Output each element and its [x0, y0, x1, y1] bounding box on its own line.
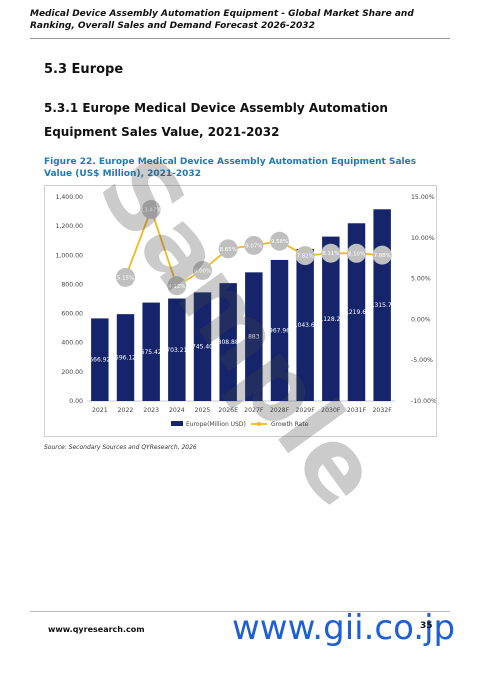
bar-europe [91, 318, 109, 401]
growth-rate-marker [116, 267, 135, 287]
x-tick-label: 2028F [270, 407, 290, 414]
sales-value-chart: 0.00 200.00 400.00 600.00 800.00 1,000.00 1,20… [55, 194, 436, 428]
x-tick-label: 2031F [347, 407, 367, 414]
bar-value-label: 1,219.64 [343, 309, 370, 316]
bar-europe [142, 302, 160, 401]
y-left-tick-label: 800.00 [61, 281, 83, 288]
x-tick-label: 2023 [143, 407, 159, 414]
bar-value-label: 1,128.25 [317, 316, 344, 323]
footer-divider [30, 611, 450, 612]
growth-rate-marker [167, 276, 187, 296]
y-left-tick-label: 1,400.00 [55, 194, 83, 201]
report-header-title: Medical Device Assembly Automation Equip… [30, 9, 414, 31]
growth-rate-label: 5.15% [117, 275, 134, 281]
figure-source: Source: Secondary Sources and QYResearch… [44, 444, 197, 451]
growth-rate-label: 4.12% [168, 284, 185, 290]
bar-europe [219, 283, 237, 401]
legend-label-line: Growth Rate [271, 421, 309, 428]
bar-europe [347, 223, 366, 401]
x-tick-label: 2024 [169, 407, 185, 414]
bar-value-label: 675.42 [141, 349, 162, 356]
y-left-tick-label: 1,000.00 [55, 252, 83, 259]
growth-rate-marker [193, 260, 212, 280]
bar-europe [296, 248, 314, 401]
bar-value-label: 566.92 [89, 357, 110, 364]
site-watermark: www.gii.co.jp [232, 608, 456, 648]
bar-europe [116, 314, 135, 401]
bar-value-label: 808.88 [218, 339, 239, 346]
y-left-tick-label: 0.00 [69, 398, 83, 405]
y-right-tick-label: -10.00% [411, 398, 436, 405]
bar-europe [168, 298, 186, 401]
bar-value-label: 1,043.65 [292, 322, 319, 329]
bar-value-label: 745.40 [192, 344, 213, 351]
header-divider [30, 38, 450, 39]
y-right-tick-label: 10.00% [411, 235, 435, 242]
growth-rate-marker [295, 246, 315, 266]
growth-rate-marker [270, 231, 289, 251]
y-right-tick-label: 5.00% [411, 276, 431, 283]
growth-rate-marker [141, 199, 161, 219]
subsection-heading: 5.3.1 Europe Medical Device Assembly Aut… [44, 101, 388, 139]
growth-rate-label: 9.07% [245, 243, 262, 249]
y-right-tick-label: 0.00% [411, 316, 431, 323]
x-tick-label: 2025 [195, 407, 211, 414]
x-tick-label: 2029F [296, 407, 316, 414]
chart-frame: 0.00 200.00 400.00 600.00 800.00 1,000.00 1,20… [44, 185, 437, 437]
growth-rate-label: 9.58% [271, 239, 288, 245]
x-tick-label: 2027F [244, 407, 264, 414]
legend-label-bars: Europe(Million USD) [186, 421, 246, 428]
bar-europe [245, 272, 263, 401]
bar-value-label: 703.21 [166, 347, 187, 354]
x-tick-label: 2021 [92, 407, 108, 414]
bar-value-label: 1,315.79 [369, 302, 396, 309]
growth-rate-label: 8.11% [322, 251, 339, 257]
legend-marker-line [257, 422, 261, 426]
bar-europe [193, 292, 212, 401]
growth-rate-label: 13.47% [141, 207, 162, 213]
y-right-tick-label: 15.00% [411, 194, 435, 201]
growth-rate-label: 8.10% [348, 251, 365, 257]
growth-rate-marker [347, 243, 366, 263]
figure-caption: Figure 22. Europe Medical Device Assembl… [44, 157, 417, 179]
growth-rate-label: 7.88% [374, 253, 391, 259]
y-left-tick-label: 400.00 [61, 340, 83, 347]
y-left-tick-label: 600.00 [61, 311, 83, 318]
growth-rate-marker [218, 239, 238, 259]
bar-europe [322, 236, 340, 401]
growth-rate-label: 7.82% [297, 254, 314, 260]
y-left-tick-label: 1,200.00 [55, 223, 83, 230]
x-tick-label: 2022 [118, 407, 134, 414]
legend-swatch-bars [171, 421, 183, 426]
bar-value-label: 596.12 [115, 355, 136, 362]
footer-url: www.qyresearch.com [48, 625, 145, 634]
bar-europe [270, 259, 289, 401]
bar-value-label: 883 [248, 334, 260, 341]
page-number: 35 [420, 621, 433, 631]
growth-rate-marker [372, 245, 392, 265]
growth-rate-marker [244, 235, 264, 255]
x-tick-label: 2026E [218, 407, 238, 414]
x-tick-label: 2032F [373, 407, 393, 414]
y-left-tick-label: 200.00 [61, 369, 83, 376]
bar-value-label: 967.96 [269, 327, 290, 334]
growth-rate-label: 8.65% [220, 247, 237, 253]
growth-rate-label: 6.00% [194, 268, 211, 274]
y-right-tick-label: -5.00% [411, 357, 433, 364]
growth-rate-marker [321, 243, 341, 263]
section-heading: 5.3 Europe [44, 62, 124, 77]
x-tick-label: 2030F [321, 407, 341, 414]
